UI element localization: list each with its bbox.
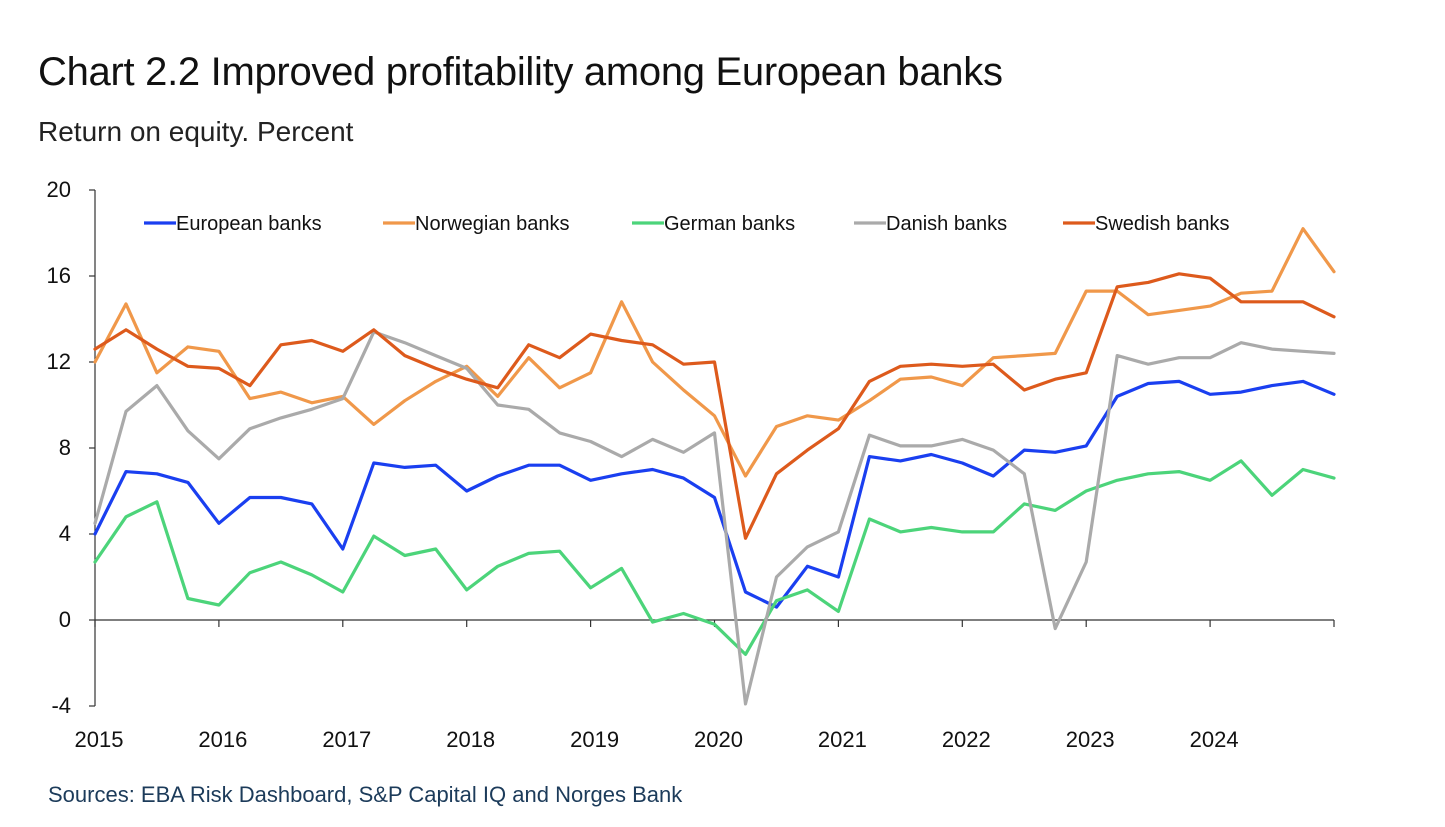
x-tick-label: 2015 — [75, 727, 124, 752]
x-tick-label: 2019 — [570, 727, 619, 752]
series-line-norwegian-banks — [93, 227, 1336, 478]
x-axis-tick-labels: 2015 2016 2017 2018 2019 2020 2021 2022 2023 2024 — [75, 727, 1239, 752]
legend-label: Norwegian banks — [415, 213, 570, 235]
legend-label: German banks — [664, 213, 795, 235]
chart-source: Sources: EBA Risk Dashboard, S&P Capital… — [48, 782, 683, 807]
x-tick-label: 2016 — [198, 727, 247, 752]
x-tick-label: 2024 — [1190, 727, 1239, 752]
x-tick-label: 2017 — [322, 727, 371, 752]
chart-title: Chart 2.2 Improved profitability among E… — [38, 50, 1003, 94]
y-tick-label: 20 — [47, 177, 71, 202]
x-tick-label: 2020 — [694, 727, 743, 752]
y-tick-label: 4 — [59, 521, 71, 546]
y-tick-label: 16 — [47, 263, 71, 288]
legend-label: Swedish banks — [1095, 213, 1230, 235]
x-tick-label: 2021 — [818, 727, 867, 752]
x-tick-label: 2023 — [1066, 727, 1115, 752]
y-tick-label: -4 — [51, 693, 71, 718]
series-line-german-banks — [93, 459, 1336, 657]
y-tick-label: 0 — [59, 607, 71, 632]
legend: European banks Norwegian banks German bank… — [144, 213, 1230, 235]
series-lines — [93, 227, 1336, 706]
x-tick-label: 2022 — [942, 727, 991, 752]
y-tick-label: 8 — [59, 435, 71, 460]
series-line-danish-banks — [93, 330, 1336, 706]
x-tick-label: 2018 — [446, 727, 495, 752]
legend-label: Danish banks — [886, 213, 1007, 235]
axes — [89, 189, 1335, 707]
y-tick-label: 12 — [47, 349, 71, 374]
y-axis-tick-labels: -4 0 4 8 12 16 20 — [47, 177, 71, 718]
series-line-swedish-banks — [93, 272, 1336, 540]
legend-label: European banks — [176, 213, 322, 235]
series-line-european-banks — [93, 379, 1336, 609]
chart-subtitle: Return on equity. Percent — [38, 116, 354, 147]
